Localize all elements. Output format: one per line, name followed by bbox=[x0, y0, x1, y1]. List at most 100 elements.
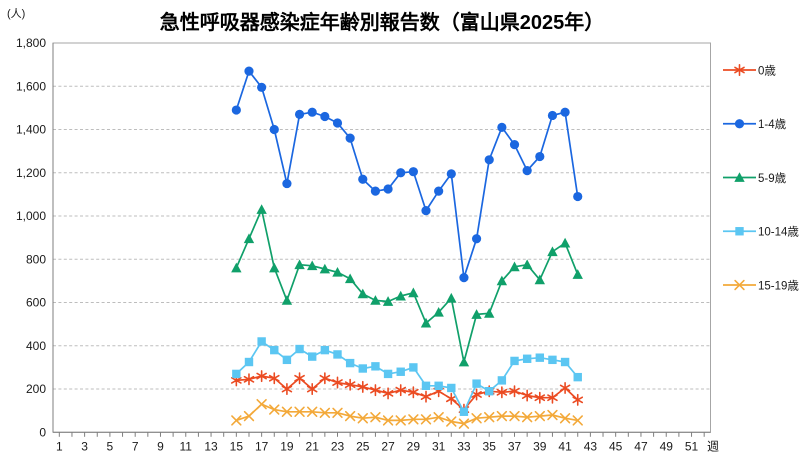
data-point-marker-10-14歳 bbox=[522, 354, 532, 363]
data-point-marker-15-19歳 bbox=[307, 406, 318, 417]
data-point-marker-5-9歳 bbox=[382, 296, 394, 306]
data-point-marker-1-4歳 bbox=[560, 107, 570, 117]
data-point-marker-15-19歳 bbox=[357, 413, 368, 424]
data-point-marker-0歳 bbox=[559, 381, 571, 394]
data-point-marker-10-14歳 bbox=[232, 369, 241, 379]
data-point-marker-5-9歳 bbox=[458, 356, 470, 367]
x-tick-label: 43 bbox=[584, 440, 598, 454]
x-tick-label: 21 bbox=[306, 440, 320, 454]
data-point-marker-1-4歳 bbox=[269, 124, 279, 135]
data-point-marker-15-19歳 bbox=[344, 410, 356, 422]
data-point-marker-15-19歳 bbox=[243, 410, 255, 422]
x-tick-label: 11 bbox=[180, 440, 193, 454]
data-point-marker-10-14歳 bbox=[510, 356, 519, 366]
x-tick-label: 9 bbox=[157, 440, 164, 454]
data-point-marker-1-4歳 bbox=[294, 109, 305, 119]
y-tick-label: 0 bbox=[39, 426, 46, 440]
data-point-marker-15-19歳 bbox=[269, 404, 280, 415]
data-point-marker-0歳 bbox=[281, 383, 293, 396]
data-point-marker-0歳 bbox=[420, 390, 432, 403]
legend-label: 10-14歳 bbox=[758, 226, 799, 239]
data-point-marker-1-4歳 bbox=[497, 122, 507, 132]
data-point-marker-5-9歳 bbox=[509, 261, 520, 272]
data-point-marker-0歳 bbox=[344, 378, 356, 391]
data-point-marker-5-9歳 bbox=[433, 306, 444, 317]
data-point-marker-1-4歳 bbox=[484, 155, 494, 165]
data-point-marker-0歳 bbox=[332, 376, 343, 389]
data-point-marker-10-14歳 bbox=[270, 345, 279, 355]
data-point-marker-10-14歳 bbox=[535, 353, 545, 362]
data-point-marker-1-4歳 bbox=[257, 82, 267, 92]
data-point-marker-5-9歳 bbox=[534, 274, 546, 285]
data-point-marker-10-14歳 bbox=[396, 367, 405, 376]
data-point-marker-15-19歳 bbox=[231, 415, 242, 426]
x-tick-label: 33 bbox=[457, 440, 471, 454]
data-point-marker-15-19歳 bbox=[446, 416, 457, 427]
data-point-marker-1-4歳 bbox=[358, 174, 368, 184]
plot-border bbox=[52, 42, 711, 433]
data-point-marker-1-4歳 bbox=[282, 178, 292, 189]
data-point-marker-1-4歳 bbox=[471, 234, 482, 244]
x-tick-label: 37 bbox=[508, 440, 522, 454]
data-point-marker-5-9歳 bbox=[521, 259, 533, 270]
data-point-marker-10-14歳 bbox=[295, 344, 304, 354]
data-point-marker-10-14歳 bbox=[257, 337, 266, 346]
data-point-marker-15-19歳 bbox=[547, 409, 558, 421]
data-point-marker-15-19歳 bbox=[471, 413, 482, 424]
data-point-marker-1-4歳 bbox=[421, 206, 431, 216]
chart-title: 急性呼吸器感染症年齢別報告数（富山県2025年） bbox=[159, 12, 605, 34]
data-point-marker-5-9歳 bbox=[294, 259, 305, 270]
data-point-marker-10-14歳 bbox=[497, 376, 507, 385]
legend-label: 15-19歳 bbox=[758, 279, 799, 292]
series-line-0歳 bbox=[236, 375, 579, 411]
data-point-marker-1-4歳 bbox=[396, 168, 406, 178]
data-point-marker-15-19歳 bbox=[420, 414, 432, 425]
y-tick-label: 1,400 bbox=[16, 123, 46, 137]
data-point-marker-5-9歳 bbox=[269, 262, 280, 273]
data-point-marker-1-4歳 bbox=[370, 186, 381, 196]
data-point-marker-1-4歳 bbox=[509, 140, 520, 150]
data-point-marker-0歳 bbox=[408, 386, 419, 399]
data-point-marker-10-14歳 bbox=[409, 363, 418, 372]
data-point-marker-10-14歳 bbox=[548, 355, 557, 365]
data-point-marker-10-14歳 bbox=[383, 369, 393, 379]
x-tick-label: 35 bbox=[483, 440, 497, 454]
x-tick-label: 51 bbox=[685, 440, 699, 454]
data-point-marker-10-14歳 bbox=[434, 381, 443, 391]
legend-item-0歳: 0歳 bbox=[723, 64, 776, 77]
x-tick-label: 31 bbox=[432, 440, 446, 454]
data-point-marker-1-4歳 bbox=[573, 191, 583, 202]
data-point-marker-0歳 bbox=[521, 389, 533, 402]
y-tick-label: 1,600 bbox=[16, 79, 46, 93]
data-point-marker-5-9歳 bbox=[281, 295, 293, 305]
data-point-marker-10-14歳 bbox=[320, 345, 330, 355]
legend-item-1-4歳: 1-4歳 bbox=[723, 118, 787, 131]
data-point-marker-0歳 bbox=[572, 393, 584, 406]
x-tick-label: 49 bbox=[660, 440, 674, 454]
data-point-marker-15-19歳 bbox=[281, 406, 293, 417]
x-tick-label: 3 bbox=[81, 440, 88, 454]
data-point-marker-15-19歳 bbox=[534, 410, 546, 422]
series-line-1-4歳 bbox=[235, 70, 579, 279]
data-point-marker-1-4歳 bbox=[244, 66, 254, 76]
series-10-14歳 bbox=[232, 337, 582, 416]
legend-asterisk-icon bbox=[734, 64, 745, 76]
x-tick-label: 15 bbox=[230, 440, 244, 454]
data-point-marker-0歳 bbox=[382, 387, 394, 400]
data-point-marker-15-19歳 bbox=[319, 407, 331, 419]
x-tick-label: 47 bbox=[634, 440, 648, 454]
series-15-19歳 bbox=[231, 398, 583, 429]
y-tick-label: 400 bbox=[26, 339, 46, 353]
data-point-marker-15-19歳 bbox=[458, 418, 470, 429]
legend-triangle-icon bbox=[734, 172, 745, 182]
data-point-marker-5-9歳 bbox=[572, 269, 583, 279]
legend-item-5-9歳: 5-9歳 bbox=[723, 172, 787, 185]
data-point-marker-0歳 bbox=[357, 380, 369, 393]
x-tick-label: 41 bbox=[558, 440, 572, 454]
data-point-marker-15-19歳 bbox=[256, 398, 267, 410]
data-point-marker-5-9歳 bbox=[559, 237, 571, 248]
data-point-marker-5-9歳 bbox=[307, 260, 318, 271]
data-point-marker-5-9歳 bbox=[319, 263, 331, 274]
x-tick-label: 23 bbox=[331, 440, 345, 454]
